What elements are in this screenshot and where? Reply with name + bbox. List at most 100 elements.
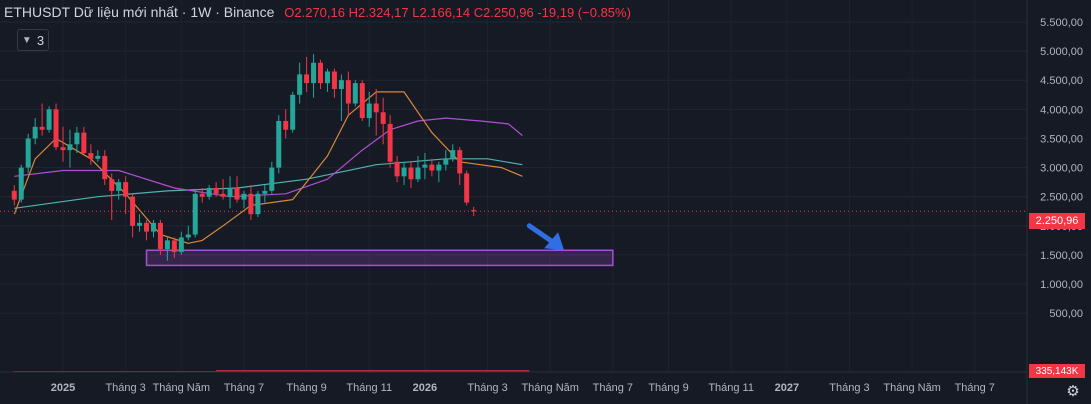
candle-body [380,112,386,124]
candle-body [359,83,365,119]
candle-body [25,138,31,168]
candle [32,118,38,145]
x-tick-label: Tháng 3 [105,382,145,394]
arrow-head [544,232,565,251]
current-price-label: 2.250,96 [1029,213,1085,229]
candle [283,109,289,139]
candle [109,173,115,220]
candle [359,80,365,121]
candle [464,170,470,206]
candle-body [331,71,337,89]
x-tick-label: Tháng 11 [708,382,754,394]
price-axis: 5.500,00 5.000,00 4.500,00 4.000,00 3.500,00… [1026,0,1091,404]
x-tick-label: Tháng 7 [224,382,264,394]
candle [387,115,393,168]
x-tick-label: 2025 [51,382,75,394]
ma-mid-line [14,117,523,198]
candle-body [185,234,191,238]
candle [150,219,156,238]
candle-body [318,62,324,84]
y-tick-label: 5.500,00 [1040,17,1083,29]
candle-body [450,150,456,159]
candle [269,161,275,194]
candle-body [130,196,136,226]
candle-body [213,187,219,194]
candle-body [32,126,38,139]
candle [429,158,435,177]
candle [394,155,400,183]
candle [338,74,344,121]
candle-body [436,164,442,171]
candle-body [102,155,108,180]
candle-body [457,150,463,174]
candle [116,179,122,200]
candle [248,185,254,220]
x-tick-label: 2027 [775,382,799,394]
x-tick-label: Tháng 11 [346,382,392,394]
candle-body [262,190,268,194]
candle [11,185,17,206]
candle [137,214,143,232]
candle-body [234,187,240,200]
candle-body [283,120,289,130]
candle-body [255,193,261,215]
candle [380,97,386,145]
candle [304,56,310,92]
candle-body [227,187,233,197]
y-tick-label: 500,00 [1049,308,1083,320]
candle [443,150,449,171]
symbol-label[interactable]: ETHUSDT Dữ liệu mới nhất · 1W · Binance [4,4,275,20]
candle-body [116,182,122,191]
candle-body [11,190,17,200]
candle-body [67,144,73,151]
candle [46,106,52,133]
open-value: O2.270,16 [284,5,345,20]
candle-body [387,123,393,162]
candle-body [109,179,115,191]
candle-body [464,173,470,203]
candle-body [345,80,351,104]
gear-icon[interactable]: ⚙ [1066,383,1080,400]
candle-body [199,193,205,197]
candle [18,164,24,203]
candle-body [248,193,254,215]
candle [345,71,351,116]
candle [255,190,261,218]
target-arrow-icon [526,223,565,251]
candle-body [324,71,330,84]
ma-slow-line [14,158,523,209]
candle [213,182,219,197]
candle [457,147,463,186]
close-value: C2.250,96 [473,5,534,20]
candle [408,161,414,188]
candle [25,133,31,174]
chevron-down-icon: ▼ [21,34,32,46]
x-tick-label: Tháng 7 [593,382,633,394]
y-tick-label: 3.500,00 [1040,133,1083,145]
candle [422,153,428,180]
candle [192,190,198,238]
y-tick-label: 1.500,00 [1040,250,1083,262]
y-tick-label: 4.000,00 [1040,104,1083,116]
candle [276,115,282,174]
candle-body [164,240,170,250]
candle-body [366,103,372,119]
candle-body [394,161,400,177]
ohlc-values: O2.270,16 H2.324,17 L2.166,14 C2.250,96 … [284,5,631,20]
candle [178,231,184,255]
candle [123,176,129,215]
y-tick-label: 5.000,00 [1040,46,1083,58]
candle [311,54,317,98]
candle [53,103,59,151]
candle [366,91,372,127]
candle [171,237,177,258]
candle-body [18,167,24,200]
indicators-toggle[interactable]: ▼ 3 [17,29,49,51]
candle [39,103,45,136]
x-tick-label: Tháng 3 [829,382,869,394]
candle-body [422,164,428,168]
candle-body [74,132,80,145]
x-tick-label: 2026 [413,382,437,394]
candle [88,144,94,165]
